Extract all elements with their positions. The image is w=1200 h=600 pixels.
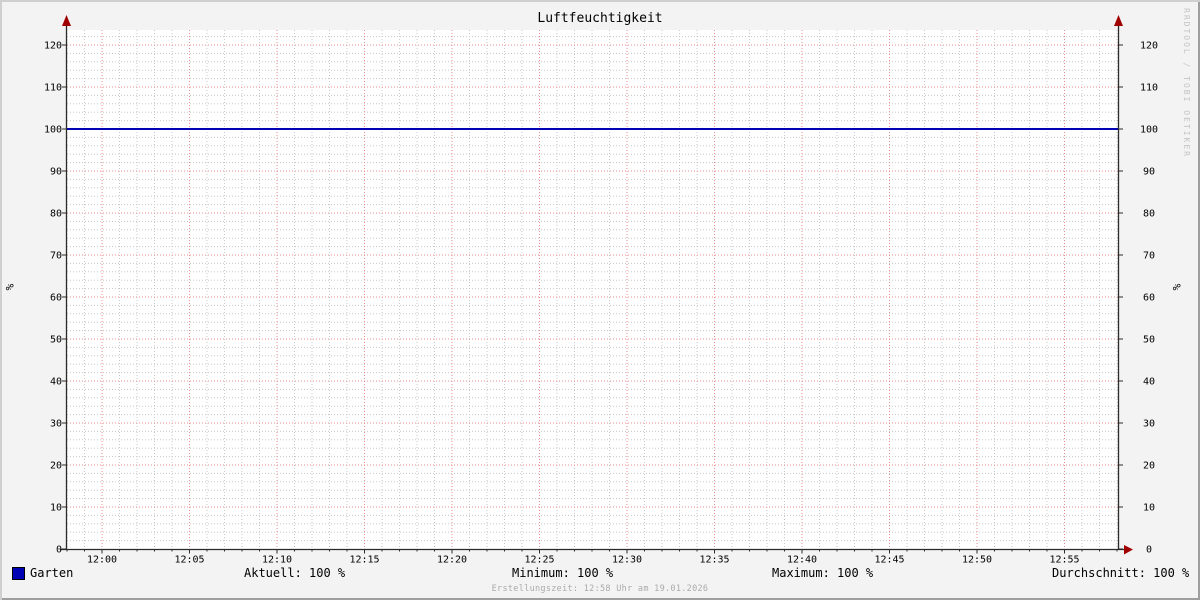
graph-title: Luftfeuchtigkeit	[537, 11, 663, 26]
y-tick-label-left: 50	[50, 335, 62, 346]
y-tick-label-left: 100	[44, 125, 62, 136]
x-tick-label: 12:45	[874, 555, 904, 566]
x-tick-label: 12:00	[87, 555, 117, 566]
y-tick-label-left: 90	[50, 167, 62, 178]
y-axis-arrow-left	[62, 15, 71, 26]
y-tick-label-right: 110	[1140, 83, 1158, 94]
y-tick-label-right: 60	[1143, 293, 1155, 304]
y-axis-unit-right: %	[1170, 283, 1184, 291]
x-axis-arrow	[1124, 545, 1133, 555]
x-tick-label: 12:10	[262, 555, 292, 566]
footer-text: Erstellungszeit: 12:58 Uhr am 19.01.2026	[491, 584, 709, 594]
x-tick-label: 12:35	[699, 555, 729, 566]
y-axis-unit-left: %	[3, 283, 17, 291]
y-tick-label-left: 40	[50, 377, 62, 388]
y-tick-label-left: 30	[50, 419, 62, 430]
y-tick-label-right: 80	[1143, 209, 1155, 220]
x-tick-label: 12:40	[787, 555, 817, 566]
y-tick-label-right: 10	[1143, 503, 1155, 514]
y-tick-label-right: 40	[1143, 377, 1155, 388]
y-tick-label-left: 10	[50, 503, 62, 514]
y-tick-label-left: 110	[44, 83, 62, 94]
x-tick-label: 12:20	[437, 555, 467, 566]
y-tick-label-right: 100	[1140, 125, 1158, 136]
x-tick-label: 12:50	[962, 555, 992, 566]
x-tick-label: 12:55	[1049, 555, 1079, 566]
x-tick-label: 12:30	[612, 555, 642, 566]
x-tick-label: 12:15	[349, 555, 379, 566]
y-tick-label-right: 70	[1143, 251, 1155, 262]
x-tick-label: 12:05	[174, 555, 204, 566]
y-tick-label-right: 20	[1143, 461, 1155, 472]
y-tick-label-right: 0	[1146, 545, 1152, 556]
y-tick-label-right: 30	[1143, 419, 1155, 430]
y-tick-label-right: 50	[1143, 335, 1155, 346]
x-tick-label: 12:25	[524, 555, 554, 566]
y-axis-arrow-right	[1114, 15, 1123, 26]
y-tick-label-left: 70	[50, 251, 62, 262]
y-tick-label-right: 120	[1140, 41, 1158, 52]
rrdtool-watermark: RRDTOOL / TOBI OETIKER	[1182, 8, 1191, 158]
y-tick-label-left: 60	[50, 293, 62, 304]
y-tick-label-left: 80	[50, 209, 62, 220]
y-tick-label-right: 90	[1143, 167, 1155, 178]
y-tick-label-left: 20	[50, 461, 62, 472]
y-tick-label-left: 120	[44, 41, 62, 52]
y-tick-label-left: 0	[56, 545, 62, 556]
